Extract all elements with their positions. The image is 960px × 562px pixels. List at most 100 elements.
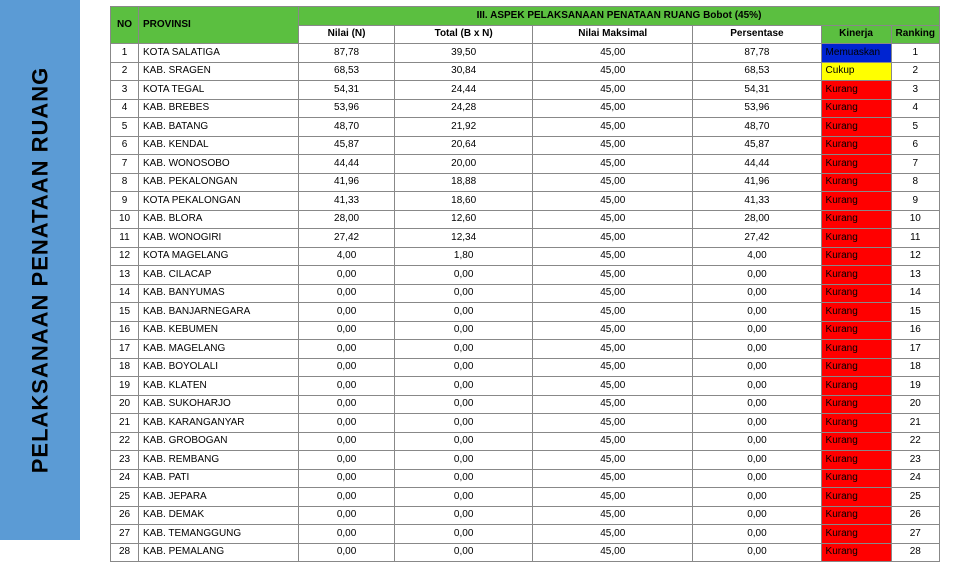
cell-total: 0,00 — [395, 395, 533, 414]
cell-persen: 4,00 — [693, 247, 821, 266]
cell-maks: 45,00 — [533, 303, 693, 322]
cell-provinsi: KAB. BANYUMAS — [139, 284, 299, 303]
cell-maks: 45,00 — [533, 81, 693, 100]
cell-provinsi: KAB. PEMALANG — [139, 543, 299, 562]
cell-kinerja: Kurang — [821, 432, 891, 451]
cell-no: 18 — [111, 358, 139, 377]
cell-kinerja: Kurang — [821, 229, 891, 248]
cell-provinsi: KAB. TEMANGGUNG — [139, 525, 299, 544]
cell-nilai: 0,00 — [299, 303, 395, 322]
table-row: 8KAB. PEKALONGAN41,9618,8845,0041,96Kura… — [111, 173, 940, 192]
cell-provinsi: KOTA SALATIGA — [139, 44, 299, 63]
cell-nilai: 87,78 — [299, 44, 395, 63]
cell-kinerja: Kurang — [821, 266, 891, 285]
sidebar: PELAKSANAAN PENATAAN RUANG — [0, 0, 80, 540]
cell-kinerja: Kurang — [821, 395, 891, 414]
cell-maks: 45,00 — [533, 469, 693, 488]
cell-ranking: 9 — [891, 192, 939, 211]
col-kinerja: Kinerja — [821, 25, 891, 44]
cell-kinerja: Kurang — [821, 192, 891, 211]
cell-total: 0,00 — [395, 358, 533, 377]
cell-no: 4 — [111, 99, 139, 118]
table-row: 9KOTA PEKALONGAN41,3318,6045,0041,33Kura… — [111, 192, 940, 211]
cell-no: 25 — [111, 488, 139, 507]
cell-maks: 45,00 — [533, 358, 693, 377]
cell-total: 12,60 — [395, 210, 533, 229]
cell-total: 0,00 — [395, 303, 533, 322]
table-row: 22KAB. GROBOGAN0,000,0045,000,00Kurang22 — [111, 432, 940, 451]
cell-total: 24,28 — [395, 99, 533, 118]
cell-nilai: 41,96 — [299, 173, 395, 192]
col-nilai: Nilai (N) — [299, 25, 395, 44]
cell-nilai: 54,31 — [299, 81, 395, 100]
cell-ranking: 20 — [891, 395, 939, 414]
cell-provinsi: KAB. DEMAK — [139, 506, 299, 525]
col-provinsi: PROVINSI — [139, 7, 299, 44]
cell-maks: 45,00 — [533, 266, 693, 285]
cell-no: 5 — [111, 118, 139, 137]
cell-nilai: 0,00 — [299, 469, 395, 488]
sidebar-title: PELAKSANAAN PENATAAN RUANG — [27, 67, 53, 474]
cell-total: 0,00 — [395, 451, 533, 470]
cell-provinsi: KAB. CILACAP — [139, 266, 299, 285]
cell-nilai: 0,00 — [299, 340, 395, 359]
cell-nilai: 0,00 — [299, 451, 395, 470]
cell-ranking: 1 — [891, 44, 939, 63]
cell-nilai: 0,00 — [299, 506, 395, 525]
cell-persen: 0,00 — [693, 432, 821, 451]
cell-nilai: 0,00 — [299, 432, 395, 451]
cell-nilai: 0,00 — [299, 321, 395, 340]
cell-provinsi: KOTA MAGELANG — [139, 247, 299, 266]
cell-persen: 87,78 — [693, 44, 821, 63]
cell-persen: 44,44 — [693, 155, 821, 174]
cell-persen: 0,00 — [693, 377, 821, 396]
cell-nilai: 0,00 — [299, 414, 395, 433]
cell-nilai: 4,00 — [299, 247, 395, 266]
cell-ranking: 11 — [891, 229, 939, 248]
cell-provinsi: KAB. WONOSOBO — [139, 155, 299, 174]
cell-ranking: 3 — [891, 81, 939, 100]
cell-kinerja: Kurang — [821, 358, 891, 377]
cell-total: 21,92 — [395, 118, 533, 137]
cell-kinerja: Kurang — [821, 303, 891, 322]
cell-no: 7 — [111, 155, 139, 174]
table-row: 24KAB. PATI0,000,0045,000,00Kurang24 — [111, 469, 940, 488]
cell-ranking: 19 — [891, 377, 939, 396]
table-row: 21KAB. KARANGANYAR0,000,0045,000,00Kuran… — [111, 414, 940, 433]
cell-maks: 45,00 — [533, 395, 693, 414]
cell-total: 0,00 — [395, 469, 533, 488]
col-total: Total (B x N) — [395, 25, 533, 44]
table-row: 14KAB. BANYUMAS0,000,0045,000,00Kurang14 — [111, 284, 940, 303]
cell-provinsi: KAB. WONOGIRI — [139, 229, 299, 248]
table-row: 11KAB. WONOGIRI27,4212,3445,0027,42Kuran… — [111, 229, 940, 248]
cell-persen: 28,00 — [693, 210, 821, 229]
table-row: 23KAB. REMBANG0,000,0045,000,00Kurang23 — [111, 451, 940, 470]
cell-provinsi: KAB. REMBANG — [139, 451, 299, 470]
cell-no: 2 — [111, 62, 139, 81]
cell-maks: 45,00 — [533, 414, 693, 433]
cell-maks: 45,00 — [533, 155, 693, 174]
cell-total: 1,80 — [395, 247, 533, 266]
cell-persen: 54,31 — [693, 81, 821, 100]
cell-ranking: 10 — [891, 210, 939, 229]
cell-total: 12,34 — [395, 229, 533, 248]
cell-ranking: 23 — [891, 451, 939, 470]
cell-total: 0,00 — [395, 488, 533, 507]
cell-no: 9 — [111, 192, 139, 211]
cell-ranking: 21 — [891, 414, 939, 433]
cell-kinerja: Cukup — [821, 62, 891, 81]
cell-provinsi: KAB. PEKALONGAN — [139, 173, 299, 192]
cell-total: 20,00 — [395, 155, 533, 174]
cell-provinsi: KOTA PEKALONGAN — [139, 192, 299, 211]
table-row: 27KAB. TEMANGGUNG0,000,0045,000,00Kurang… — [111, 525, 940, 544]
cell-no: 13 — [111, 266, 139, 285]
cell-ranking: 25 — [891, 488, 939, 507]
cell-no: 16 — [111, 321, 139, 340]
cell-persen: 48,70 — [693, 118, 821, 137]
cell-provinsi: KAB. JEPARA — [139, 488, 299, 507]
cell-persen: 0,00 — [693, 358, 821, 377]
cell-nilai: 45,87 — [299, 136, 395, 155]
cell-maks: 45,00 — [533, 377, 693, 396]
cell-ranking: 13 — [891, 266, 939, 285]
cell-no: 23 — [111, 451, 139, 470]
